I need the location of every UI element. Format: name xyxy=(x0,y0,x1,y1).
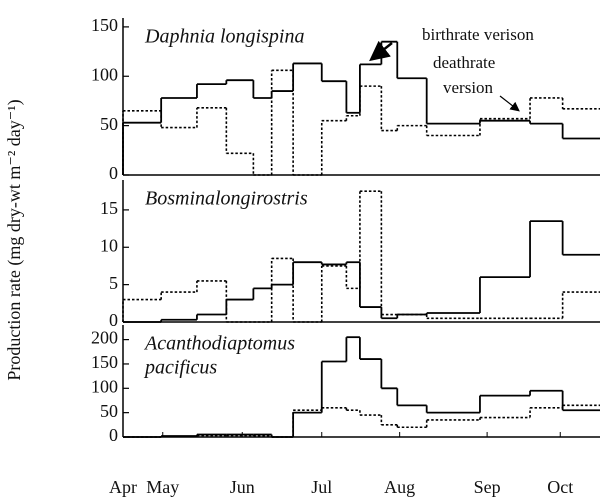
y-tick-label: 5 xyxy=(109,273,118,293)
annotation: version xyxy=(443,78,494,97)
panel-title: Acanthodiaptomus xyxy=(143,333,295,355)
x-tick-label: Apr xyxy=(109,477,137,497)
annotation-arrow xyxy=(499,95,520,112)
y-tick-label: 15 xyxy=(100,198,118,218)
y-tick-label: 0 xyxy=(109,163,118,183)
y-axis-label: Production rate (mg dry-wt m⁻² day⁻¹) xyxy=(4,99,25,380)
annotation: deathrate xyxy=(433,53,495,72)
y-tick-label: 150 xyxy=(91,352,118,372)
y-tick-label: 150 xyxy=(91,15,118,35)
panel-title: Daphnia longispina xyxy=(144,26,304,48)
y-tick-label: 0 xyxy=(109,425,118,445)
x-tick-label: Oct xyxy=(547,477,573,497)
y-tick-label: 200 xyxy=(91,328,118,348)
y-tick-label: 100 xyxy=(91,64,118,84)
y-tick-label: 50 xyxy=(100,114,118,134)
x-tick-label: Sep xyxy=(474,477,501,497)
y-tick-label: 50 xyxy=(100,401,118,421)
y-tick-label: 10 xyxy=(100,235,118,255)
x-tick-label: May xyxy=(146,477,179,497)
y-tick-label: 100 xyxy=(91,376,118,396)
x-tick-label: Jul xyxy=(311,477,332,497)
x-tick-label: Jun xyxy=(230,477,255,497)
panel-title: Bosminalongirostris xyxy=(145,188,308,210)
annotation: birthrate verison xyxy=(422,25,534,44)
y-tick-label: 0 xyxy=(109,310,118,330)
x-tick-label: Aug xyxy=(384,477,415,497)
panel-title: pacificus xyxy=(143,357,217,379)
annotation-arrow xyxy=(369,40,393,62)
